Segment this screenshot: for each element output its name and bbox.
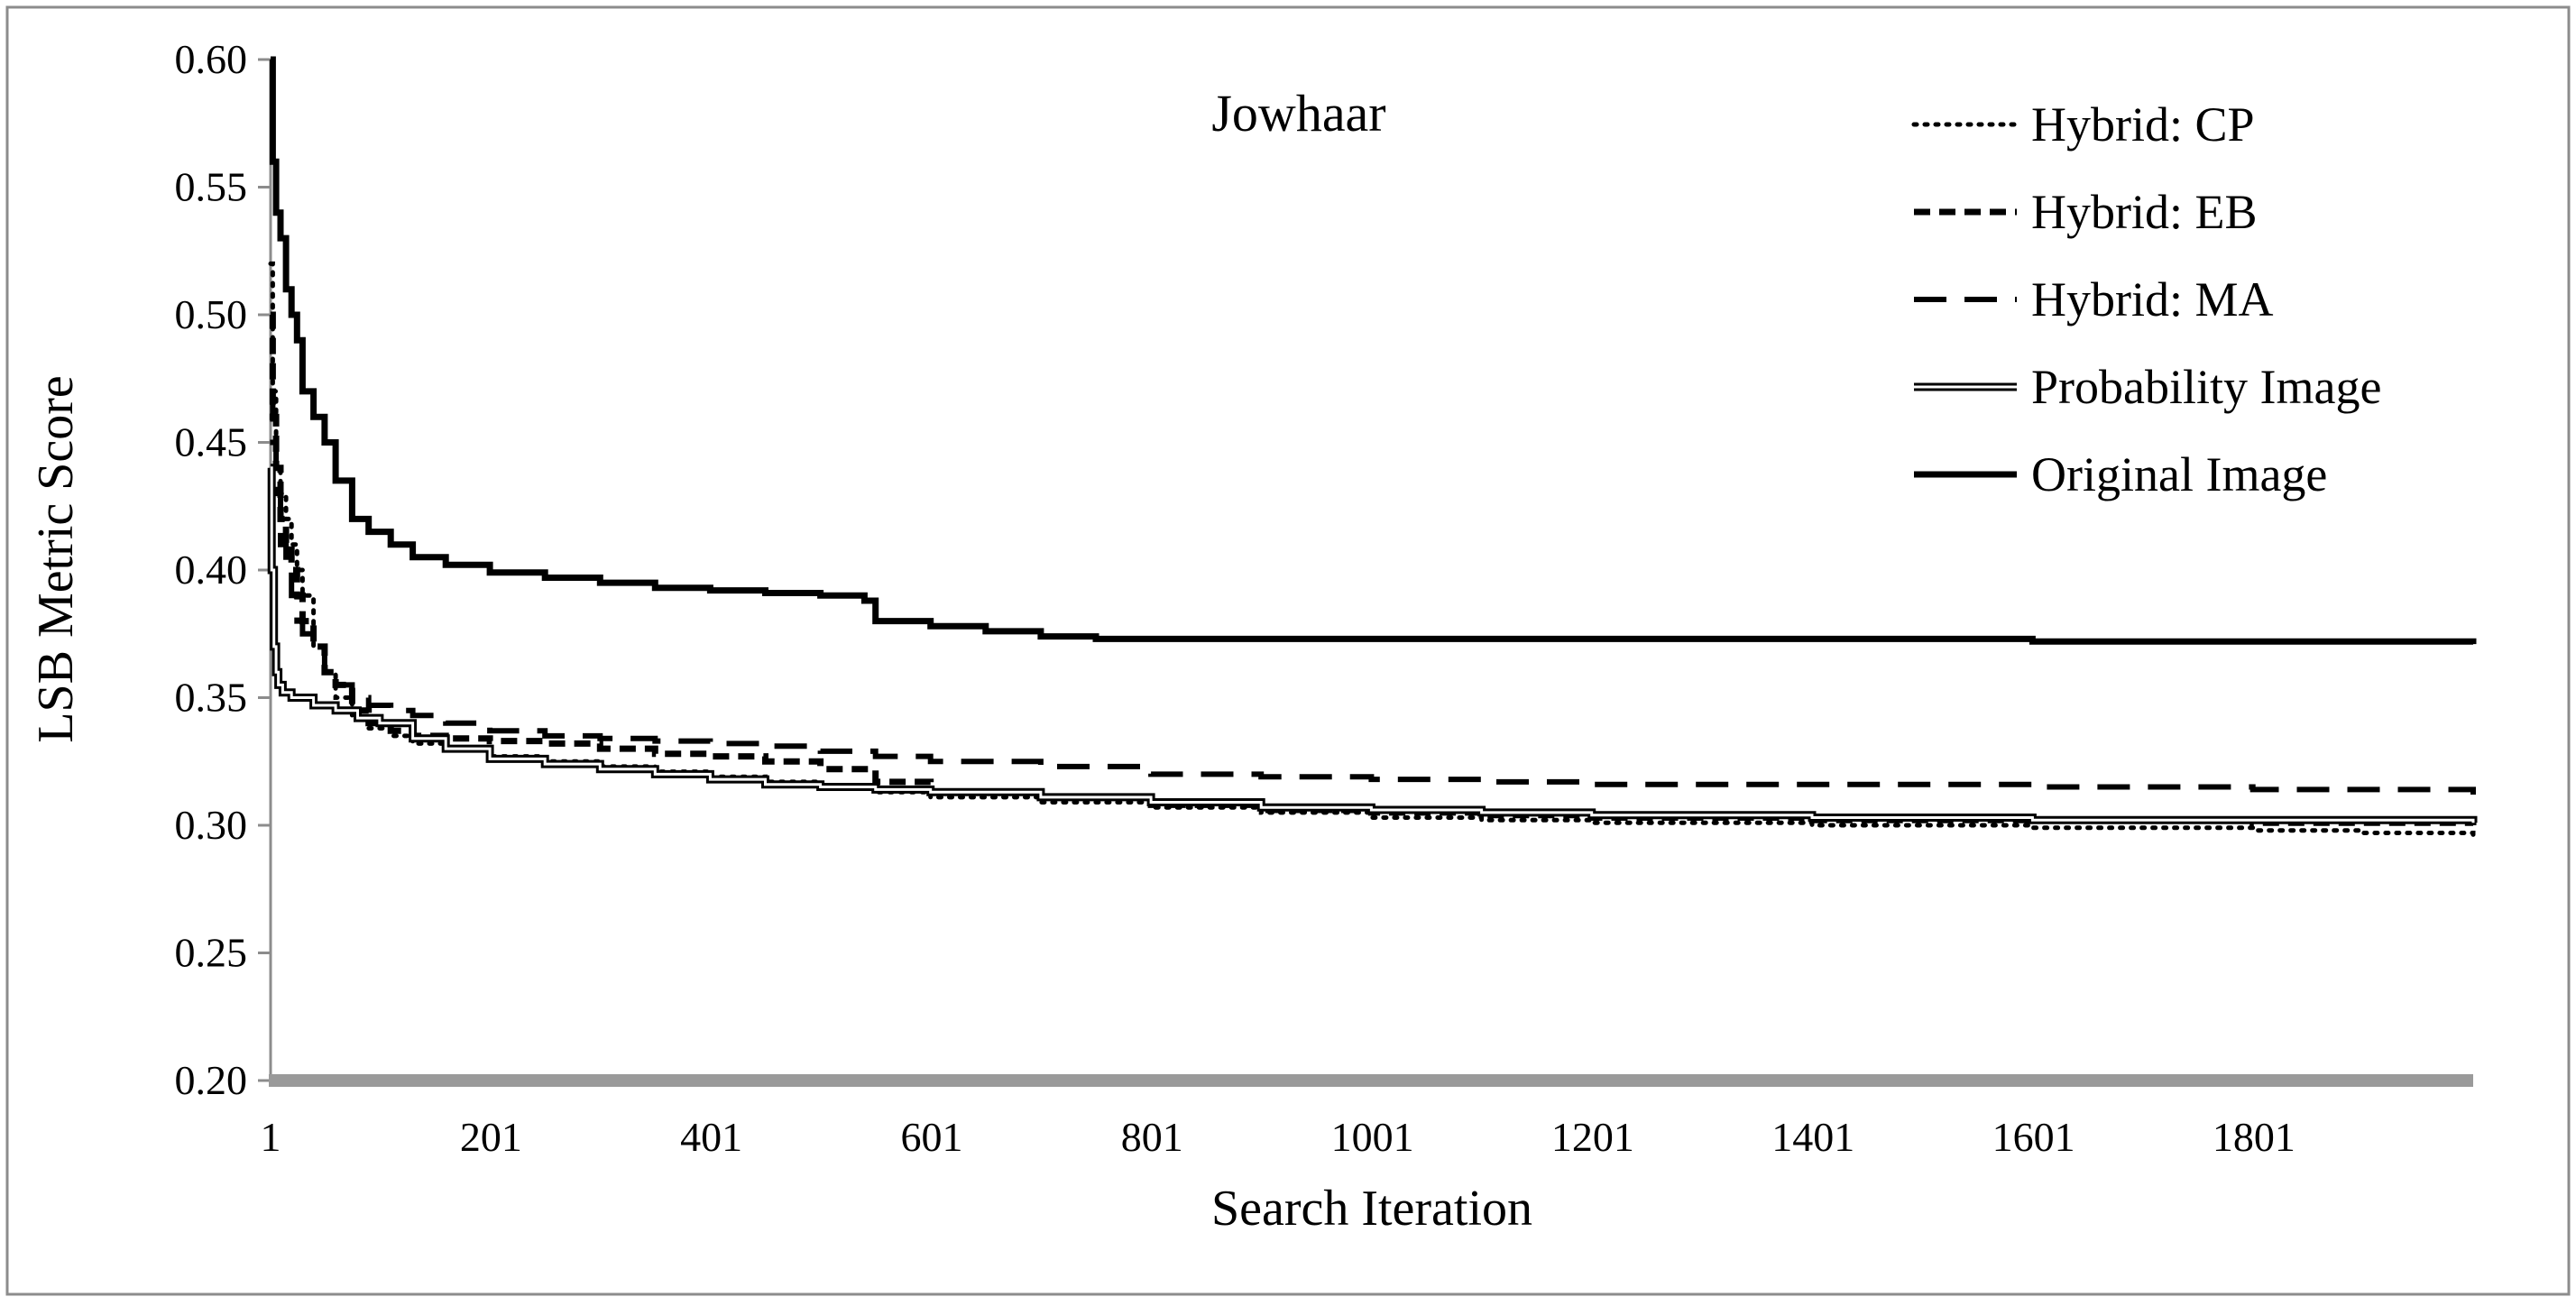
y-tick-label: 0.35 bbox=[175, 675, 248, 721]
y-tick-label: 0.30 bbox=[175, 802, 248, 848]
legend-label: Probability Image bbox=[2031, 360, 2381, 414]
x-tick-label: 1 bbox=[261, 1114, 281, 1160]
x-tick-label: 401 bbox=[680, 1114, 742, 1160]
legend-label: Hybrid: MA bbox=[2031, 272, 2274, 326]
y-tick-label: 0.45 bbox=[175, 419, 248, 465]
series-original-image bbox=[269, 56, 2477, 645]
series-probability-image bbox=[267, 464, 2478, 824]
legend: Hybrid: CP Hybrid: EB Hybrid: MA Probabilit… bbox=[1911, 97, 2381, 501]
series-line-hybrid-ma bbox=[270, 388, 2476, 795]
x-tick-label: 1401 bbox=[1771, 1114, 1854, 1160]
x-tick-label: 601 bbox=[900, 1114, 962, 1160]
x-axis-title: Search Iteration bbox=[1211, 1181, 1532, 1237]
series-line-inner-probability-image bbox=[270, 466, 2475, 823]
x-tick-label: 1001 bbox=[1331, 1114, 1414, 1160]
legend-label: Hybrid: EB bbox=[2031, 185, 2258, 239]
y-tick-label: 0.60 bbox=[175, 36, 248, 82]
series-line-original-image bbox=[269, 56, 2477, 645]
series-hybrid-ma bbox=[270, 388, 2476, 795]
x-tick-label: 1601 bbox=[1992, 1114, 2075, 1160]
legend-item-hybrid-cp: Hybrid: CP bbox=[1911, 97, 2255, 152]
y-axis-title: LSB Metric Score bbox=[28, 375, 84, 742]
legend-label: Hybrid: CP bbox=[2031, 97, 2255, 152]
x-axis: 1 201 401 601 801 1001 1201 1401 1601 1801 bbox=[261, 1074, 2473, 1160]
x-tick-label: 1201 bbox=[1551, 1114, 1634, 1160]
legend-label: Original Image bbox=[2031, 447, 2327, 501]
y-tick-label: 0.55 bbox=[175, 164, 248, 210]
y-tick-label: 0.40 bbox=[175, 547, 248, 593]
x-tick-label: 1801 bbox=[2213, 1114, 2295, 1160]
legend-item-original-image: Original Image bbox=[1914, 447, 2327, 501]
y-axis: 0.20 0.25 0.30 0.35 0.40 0.45 0.50 0.55 0.60 bbox=[175, 36, 272, 1103]
x-tick-label: 201 bbox=[460, 1114, 522, 1160]
y-tick-label: 0.20 bbox=[175, 1057, 248, 1103]
legend-item-hybrid-ma: Hybrid: MA bbox=[1914, 272, 2274, 326]
chart-title: Jowhaar bbox=[1211, 84, 1385, 143]
x-tick-label: 801 bbox=[1121, 1114, 1183, 1160]
legend-item-probability-image: Probability Image bbox=[1914, 360, 2381, 414]
y-tick-label: 0.50 bbox=[175, 291, 248, 337]
legend-item-hybrid-eb: Hybrid: EB bbox=[1914, 185, 2258, 239]
series-layer bbox=[267, 56, 2478, 838]
y-tick-label: 0.25 bbox=[175, 930, 248, 976]
